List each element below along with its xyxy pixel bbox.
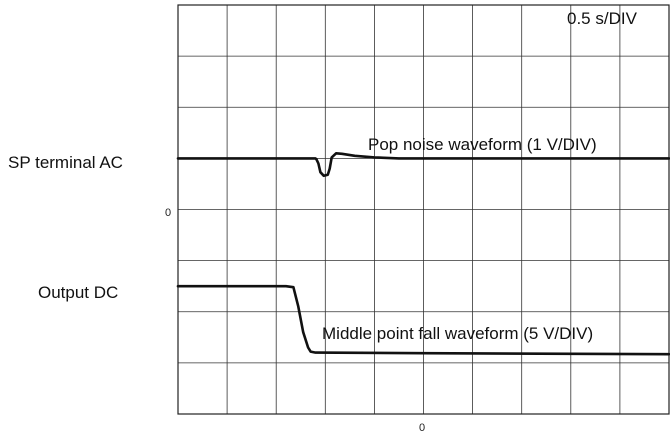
output-dc-label: Output DC xyxy=(38,283,118,302)
middle-point-fall-annotation: Middle point fall waveform (5 V/DIV) xyxy=(322,324,593,343)
middle-point-fall-trace xyxy=(176,284,670,356)
plot-frame xyxy=(177,4,670,415)
x-zero-tick-label: 0 xyxy=(419,422,425,433)
sp-terminal-ac-label: SP terminal AC xyxy=(8,153,123,172)
pop-noise-annotation: Pop noise waveform (1 V/DIV) xyxy=(368,135,597,154)
time-scale-label: 0.5 s/DIV xyxy=(567,9,638,28)
pop-noise-trace xyxy=(176,152,670,178)
sp-zero-tick-label: 0 xyxy=(165,207,171,219)
